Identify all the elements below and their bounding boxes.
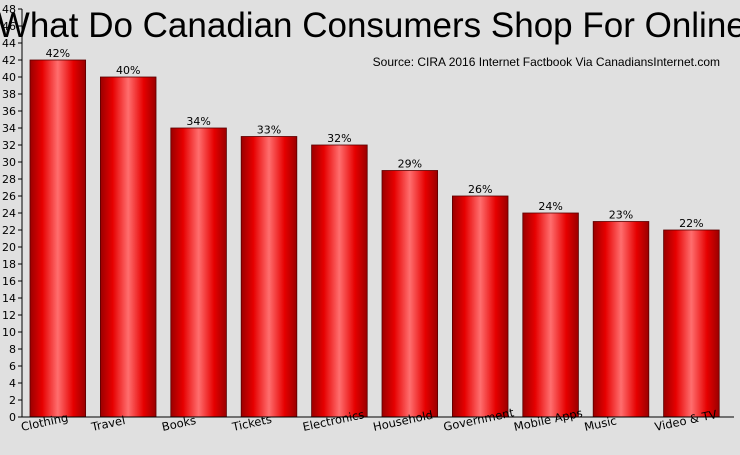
y-tick-label: 8: [9, 343, 16, 356]
y-tick-label: 24: [2, 207, 16, 220]
y-tick-label: 28: [2, 173, 16, 186]
y-tick-label: 38: [2, 88, 16, 101]
bar: [592, 221, 650, 418]
x-tick-label: Tickets: [230, 412, 273, 434]
data-label: 24%: [538, 200, 562, 213]
bar: [663, 229, 720, 418]
bar: [522, 212, 579, 418]
y-tick-label: 20: [2, 241, 16, 254]
y-tick-label: 6: [9, 360, 16, 373]
chart-title: What Do Canadian Consumers Shop For Onli…: [0, 6, 740, 45]
data-label: 34%: [186, 115, 210, 128]
y-tick-label: 32: [2, 139, 16, 152]
bar: [100, 76, 157, 418]
data-label: 26%: [468, 183, 492, 196]
y-tick-label: 34: [2, 122, 16, 135]
data-label: 33%: [257, 124, 281, 137]
data-label: 40%: [116, 64, 140, 77]
x-tick-label: Books: [161, 413, 198, 434]
bar: [381, 170, 439, 418]
y-tick-label: 18: [2, 258, 16, 271]
y-tick-label: 10: [2, 326, 16, 339]
y-tick-label: 12: [2, 309, 16, 322]
y-tick-label: 26: [2, 190, 16, 203]
x-tick-label: Travel: [89, 413, 126, 434]
bar: [29, 59, 87, 418]
y-tick-label: 4: [9, 377, 16, 390]
data-label: 22%: [679, 217, 703, 230]
bar: [170, 127, 227, 418]
y-tick-label: 40: [2, 71, 16, 84]
y-tick-label: 16: [2, 275, 16, 288]
y-tick-label: 0: [9, 411, 16, 424]
y-tick-label: 42: [2, 54, 16, 67]
chart-subtitle: Source: CIRA 2016 Internet Factbook Via …: [373, 55, 720, 69]
y-tick-label: 44: [2, 37, 16, 50]
bars-group: 42% 40% 34% 33% 32% 29% 26% 24% 23% 22%: [29, 47, 720, 418]
data-label: 29%: [398, 158, 422, 171]
data-label: 32%: [327, 132, 351, 145]
data-label: 23%: [609, 209, 633, 222]
bar: [451, 195, 509, 418]
bar: [240, 136, 298, 418]
y-axis: 0246810121416182022242628303234363840424…: [2, 3, 23, 424]
y-tick-label: 36: [2, 105, 16, 118]
x-tick-label: Music: [583, 413, 618, 433]
y-tick-label: 14: [2, 292, 16, 305]
y-tick-label: 48: [2, 3, 16, 16]
y-tick-label: 2: [9, 394, 16, 407]
bar: [311, 144, 368, 418]
y-tick-label: 46: [2, 20, 16, 33]
data-label: 42%: [46, 47, 70, 60]
y-tick-label: 22: [2, 224, 16, 237]
y-tick-label: 30: [2, 156, 16, 169]
